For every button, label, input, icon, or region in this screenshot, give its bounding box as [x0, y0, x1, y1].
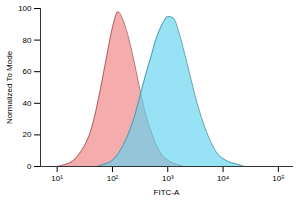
svg-text:10⁴: 10⁴	[217, 174, 230, 183]
svg-text:100: 100	[18, 4, 32, 13]
svg-text:10²: 10²	[107, 174, 119, 183]
svg-text:60: 60	[23, 67, 32, 76]
svg-text:FITC-A: FITC-A	[154, 188, 180, 197]
svg-text:80: 80	[23, 36, 32, 45]
svg-text:10¹: 10¹	[51, 174, 63, 183]
svg-text:10³: 10³	[162, 174, 174, 183]
svg-text:Normalized To Mode: Normalized To Mode	[5, 50, 14, 124]
svg-text:0: 0	[27, 162, 32, 171]
svg-text:10⁵: 10⁵	[272, 174, 284, 183]
svg-text:20: 20	[23, 130, 32, 139]
svg-text:40: 40	[23, 99, 32, 108]
